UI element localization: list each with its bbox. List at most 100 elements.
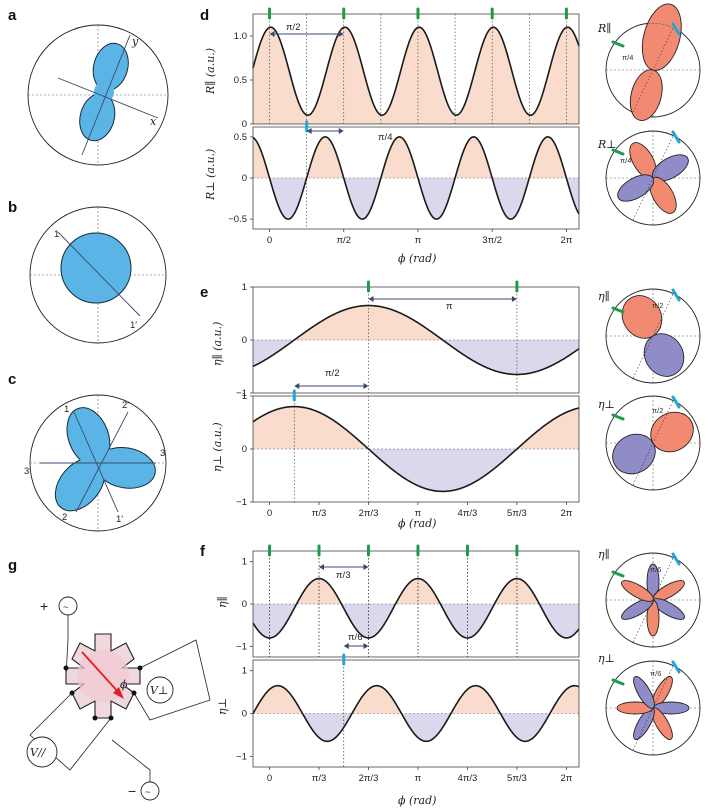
panel-c-label-2p: 2′ <box>122 400 129 411</box>
d-bottom-xtick-label: π <box>415 235 422 246</box>
d-top-ytick-label: 0.5 <box>234 75 247 86</box>
polar-d-bottom-diagonal <box>632 135 674 221</box>
e-polar-top-angle: π/2 <box>652 301 663 310</box>
f-top-span-arrowhead-right <box>363 564 369 570</box>
e-xlabel: ϕ (rad) <box>398 517 436 530</box>
polar-f-top-cyan-tick <box>671 552 681 566</box>
panel-letter-e: e <box>200 284 208 301</box>
panel-g-vperp-meter <box>146 676 174 704</box>
polar-f-top <box>605 552 701 648</box>
panel-letter-f: f <box>200 543 206 560</box>
polar-d-bottom-arc <box>622 131 672 143</box>
polar-f-bottom-cyan-tick <box>671 660 681 674</box>
e-bottom-positive-fill <box>253 406 579 449</box>
d-bottom-span-arrowhead-right <box>338 128 344 134</box>
e-bottom-xtick-label: 4π/3 <box>458 508 478 519</box>
d-bottom-ytick-label: 0 <box>242 173 247 184</box>
panel-g: + ~ − ~ ϕ V⊥ V// <box>26 596 211 801</box>
panel-c-label-1p: 1′ <box>116 514 123 525</box>
e-bottom-ytick-label: −1 <box>236 497 247 508</box>
d-bottom-xtick-label: 0 <box>267 235 272 246</box>
panel-a-y-label: y <box>131 35 139 48</box>
e-bottom-curve <box>252 405 580 493</box>
panel-b-label-1: 1 <box>54 229 59 240</box>
d-polar-top-angle: π/4 <box>622 53 633 62</box>
panel-g-vpar-label: V// <box>30 746 47 759</box>
d-top-ylabel: R∥ (a.u.) <box>204 48 217 95</box>
polar-e-bottom-diagonal <box>632 400 674 486</box>
panel-c-label-3: 3 <box>160 448 165 459</box>
d-top-annotation: π/2 <box>286 22 300 33</box>
f-top-annotation: π/3 <box>336 570 350 581</box>
panel-a-x-axis <box>57 77 159 119</box>
f-bottom-span-arrowhead-left <box>343 643 349 649</box>
panel-b: 1 1′ <box>29 206 167 344</box>
panel-b-lobe <box>60 232 132 304</box>
f-bottom-ylabel: η⊥ <box>216 698 229 715</box>
e-bottom-xtick-label: 5π/3 <box>507 508 527 519</box>
f-top-curve <box>252 577 580 639</box>
panel-c: 1 2′ 3 3′ 2 1′ <box>24 394 167 532</box>
panel-b-axis <box>57 231 141 317</box>
chart-e-top: −1 0 1 <box>236 280 580 399</box>
panel-g-minus: − <box>128 783 136 799</box>
chart-d-bottom: −0.5 0 0.5 0 π/2 π 3π/2 2π <box>228 120 580 246</box>
polar-d-bottom-cyan-tick <box>671 130 681 144</box>
e-top-span-arrowhead-left <box>368 296 374 302</box>
e-bottom-ylabel: η⊥ (a.u.) <box>211 422 224 472</box>
e-top-annotation: π <box>446 301 453 312</box>
d-bottom-positive-fill <box>253 136 579 178</box>
panel-b-label-1p: 1′ <box>130 320 137 331</box>
polar-insets <box>605 3 701 756</box>
panel-a-x-label: x <box>150 115 157 128</box>
d-bottom-xtick-label: π/2 <box>337 235 351 246</box>
polar-d-top-cyan-tick <box>671 22 681 36</box>
e-top-ylabel: η∥ (a.u.) <box>211 322 224 366</box>
f-top-ytick-label: 0 <box>242 599 247 610</box>
d-bottom-xtick-label: 3π/2 <box>482 235 502 246</box>
polar-e-bottom-cyan-tick <box>671 395 681 409</box>
polar-f-top-green-tick <box>611 570 625 578</box>
d-polar-bottom-angle: π/4 <box>620 156 631 165</box>
polar-e-top-cyan-tick <box>671 288 681 302</box>
d-bottom-ylabel: R⊥ (a.u.) <box>204 149 217 201</box>
f-top-ytick-label: 1 <box>242 557 247 568</box>
e-bottom-annotation: π/2 <box>325 368 339 379</box>
polar-f-bottom-arc <box>622 661 672 673</box>
f-bottom-xtick-label: 4π/3 <box>458 773 478 784</box>
polar-f-top-arc <box>622 553 672 565</box>
f-bottom-xtick-label: π <box>415 773 422 784</box>
polar-f-bottom-diagonal <box>632 665 674 751</box>
polar-d-bottom <box>605 130 701 226</box>
polar-d-top-arc <box>622 23 672 35</box>
panel-c-label-3p: 3′ <box>24 466 31 477</box>
panel-a-y-axis <box>81 34 131 156</box>
panel-g-vpar-meter <box>26 736 58 768</box>
e-top-span-arrowhead-right <box>511 296 517 302</box>
f-bottom-positive-fill <box>253 685 579 714</box>
polar-e-top <box>605 288 701 384</box>
f-xlabel: ϕ (rad) <box>398 794 436 807</box>
polar-d-bottom-green-tick <box>611 148 625 156</box>
panel-letter-c: c <box>8 371 16 388</box>
d-bottom-annotation: π/4 <box>378 132 392 143</box>
panel-c-label-2: 2 <box>62 512 67 523</box>
d-top-span-arrowhead-right <box>338 31 344 37</box>
e-bottom-xtick-label: 2π/3 <box>359 508 379 519</box>
polar-f-top-diagonal <box>632 557 674 643</box>
polar-d-top-diagonal <box>632 27 674 113</box>
polar-f-bottom <box>605 660 701 756</box>
panel-a: y x <box>27 24 169 166</box>
e-bottom-xtick-label: 0 <box>267 508 272 519</box>
polar-d-top <box>605 3 701 121</box>
f-bottom-xtick-label: 5π/3 <box>507 773 527 784</box>
chart-f-top: −1 0 1 <box>236 544 580 658</box>
f-bottom-curve <box>252 684 580 743</box>
d-bottom-ytick-label: 0.5 <box>234 132 247 143</box>
d-polar-bottom-label: R⊥ <box>597 138 617 151</box>
f-bottom-xtick-label: 0 <box>267 773 272 784</box>
f-top-ylabel: η∥ <box>216 596 229 608</box>
polar-e-top-diagonal <box>632 293 674 379</box>
